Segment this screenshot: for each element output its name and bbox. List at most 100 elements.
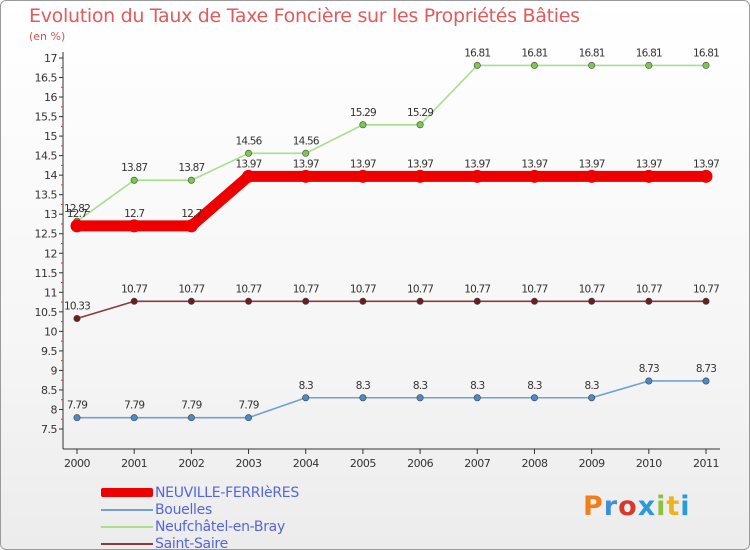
data-point	[187, 176, 195, 184]
chart-title: Evolution du Taux de Taxe Foncière sur l…	[29, 5, 580, 27]
data-label: 13.97	[521, 158, 547, 170]
data-label: 13.97	[579, 158, 605, 170]
data-label: 8.3	[356, 380, 370, 392]
data-point	[187, 297, 195, 305]
legend: NEUVILLE-FERRIèRES Bouelles Neufchâtel-e…	[101, 485, 361, 549]
x-tick-label: 2001	[121, 457, 147, 470]
legend-swatch-neufchatel	[101, 526, 153, 528]
data-label: 10.33	[64, 300, 90, 312]
data-label: 8.3	[527, 380, 541, 392]
data-point	[473, 394, 481, 402]
data-label: 16.81	[693, 47, 719, 59]
data-label: 16.81	[636, 47, 662, 59]
data-point	[245, 414, 253, 422]
logo-letter: r	[603, 491, 619, 522]
data-label: 15.29	[350, 107, 376, 119]
y-tick-label: 14	[44, 169, 57, 182]
data-label: 16.81	[464, 47, 490, 59]
data-label: 12.7	[67, 208, 87, 220]
x-tick-label: 2005	[350, 457, 376, 470]
data-label: 8.3	[584, 380, 598, 392]
data-point	[473, 61, 481, 69]
y-tick-label: 11.5	[35, 267, 58, 280]
legend-item-neufchatel[interactable]: Neufchâtel-en-Bray	[101, 519, 361, 536]
legend-label-bouelles: Bouelles	[155, 502, 212, 518]
logo-letter: x	[637, 491, 657, 522]
legend-label-neuville: NEUVILLE-FERRIèRES	[155, 485, 299, 501]
data-point	[184, 219, 198, 233]
data-point	[302, 394, 310, 402]
data-label: 16.81	[579, 47, 605, 59]
data-label: 10.77	[121, 283, 147, 295]
y-tick-label: 17	[44, 52, 57, 65]
x-tick-label: 2010	[636, 457, 662, 470]
logo-letter: t	[666, 491, 681, 522]
data-point	[530, 61, 538, 69]
data-point	[530, 297, 538, 305]
legend-label-neufchatel: Neufchâtel-en-Bray	[155, 519, 285, 535]
data-label: 13.97	[236, 158, 262, 170]
series-layer: 12.82 13.87 13.87 14.56 14.56 15.29 15.29 16.81…	[64, 47, 720, 422]
legend-item-saint-saire[interactable]: Saint-Saire	[101, 536, 361, 549]
data-point	[702, 297, 710, 305]
x-tick-label: 2004	[293, 457, 319, 470]
data-label: 7.79	[181, 400, 201, 412]
data-point	[416, 394, 424, 402]
axes: 7.5 8 8.5 9 9.5 10 10.5 11 11.5 12 12.5 13 13.5 14 14.…	[35, 52, 720, 470]
data-label: 8.73	[639, 363, 659, 375]
y-tick-label: 12.5	[35, 228, 58, 241]
y-tick-label: 12	[44, 247, 57, 260]
data-point	[642, 169, 656, 183]
data-point	[470, 169, 484, 183]
data-label: 12.82	[64, 203, 90, 215]
data-point	[645, 61, 653, 69]
data-label: 8.3	[470, 380, 484, 392]
data-point	[413, 169, 427, 183]
x-tick-label: 2002	[178, 457, 204, 470]
proxiti-logo[interactable]: Proxiti	[583, 491, 691, 522]
logo-letter: i	[680, 491, 691, 522]
data-label: 13.97	[407, 158, 433, 170]
data-point	[699, 169, 713, 183]
data-point	[356, 169, 370, 183]
data-point	[702, 61, 710, 69]
data-label: 10.77	[579, 283, 605, 295]
data-point	[130, 414, 138, 422]
data-label: 13.97	[693, 158, 719, 170]
x-tick-label: 2000	[64, 457, 90, 470]
data-point	[242, 169, 256, 183]
data-point	[73, 314, 81, 322]
data-point	[645, 297, 653, 305]
data-point	[127, 219, 141, 233]
data-label: 13.97	[350, 158, 376, 170]
x-tick-label: 2003	[236, 457, 262, 470]
data-label: 14.56	[236, 135, 263, 147]
legend-item-bouelles[interactable]: Bouelles	[101, 502, 361, 519]
legend-swatch-bouelles	[101, 509, 153, 511]
legend-swatch-neuville	[101, 488, 153, 497]
data-point	[645, 377, 653, 385]
data-label: 13.87	[121, 162, 147, 174]
legend-item-neuville[interactable]: NEUVILLE-FERRIèRES	[101, 485, 361, 502]
data-label: 10.77	[521, 283, 547, 295]
data-label: 16.81	[521, 47, 547, 59]
y-tick-label: 10.5	[35, 306, 58, 319]
y-tick-label: 13.5	[35, 189, 58, 202]
series-line	[76, 300, 707, 320]
logo-letter: i	[656, 491, 667, 522]
data-point	[245, 297, 253, 305]
data-label: 10.77	[178, 283, 204, 295]
series-neuville-ferri-res: 12.7 12.7 12.7 13.97 13.97 13.97 13.97 13.97 13.…	[67, 158, 720, 233]
y-tick-label: 9.5	[41, 345, 57, 358]
series-bouelles: 7.79 7.79 7.79 7.79 8.3 8.3 8.3 8.3 8.3 8.3 8.73 8.…	[67, 363, 717, 422]
data-label: 10.77	[693, 283, 719, 295]
data-label: 10.77	[350, 283, 376, 295]
data-point	[187, 414, 195, 422]
data-label: 10.77	[636, 283, 662, 295]
data-point	[702, 377, 710, 385]
x-tick-label: 2006	[407, 457, 433, 470]
data-point	[416, 297, 424, 305]
data-label: 7.79	[124, 400, 144, 412]
y-tick-label: 15	[44, 130, 57, 143]
